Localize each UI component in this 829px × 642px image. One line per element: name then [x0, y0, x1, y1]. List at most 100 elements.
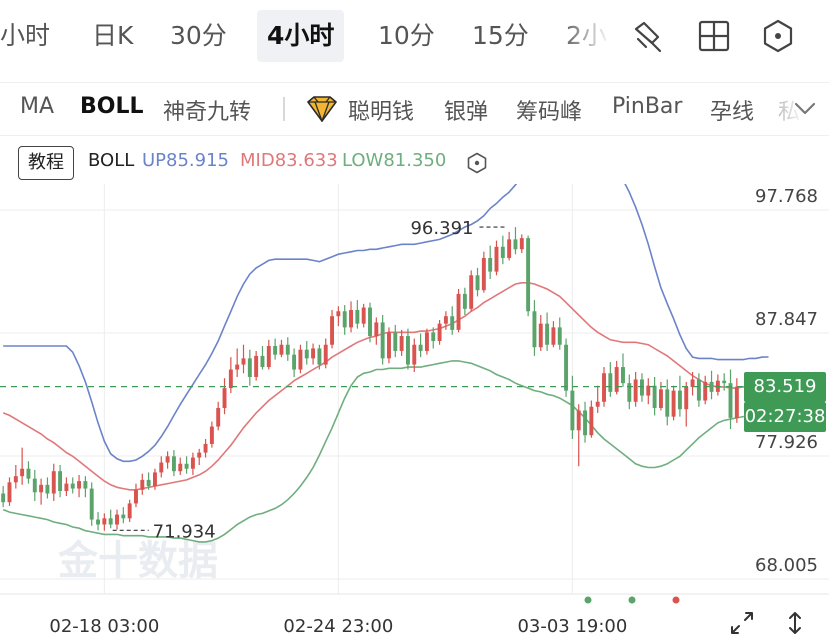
- candle-body: [640, 379, 644, 396]
- chevron-down-icon[interactable]: [792, 95, 818, 121]
- indicator-chip-peak[interactable]: 筹码峰: [516, 100, 583, 125]
- candle-body: [70, 483, 75, 489]
- candle-body: [658, 389, 663, 408]
- candle-body: [222, 388, 227, 408]
- legend-indicator-name: BOLL: [88, 150, 135, 171]
- candle-body: [734, 386, 739, 418]
- candle-body: [216, 407, 221, 427]
- indicator-ma[interactable]: MA: [20, 94, 55, 119]
- candle-body: [690, 379, 695, 387]
- timeframe-15m[interactable]: 15分: [472, 21, 529, 50]
- candle-body: [399, 336, 404, 351]
- candle-body: [32, 478, 37, 493]
- candle-body: [152, 472, 157, 487]
- low-annotation-label: 71.934: [153, 521, 216, 542]
- candle-body: [545, 323, 550, 345]
- candle-body: [481, 257, 486, 291]
- candle-body: [431, 332, 436, 342]
- candle-body: [260, 355, 265, 368]
- candle-body: [462, 293, 467, 309]
- indicator-smart-money[interactable]: 聪明钱: [348, 100, 415, 125]
- price-chart[interactable]: 97.768 87.847 77.926 68.005 02-18 03:00 02-24…: [0, 184, 829, 642]
- candle-body: [279, 344, 284, 355]
- candle-body: [652, 385, 657, 408]
- indicator-magic-nine[interactable]: 神奇九转: [163, 100, 252, 125]
- current-price-label: 83.519: [744, 371, 826, 402]
- candle-body: [500, 246, 505, 258]
- candle-body: [311, 348, 316, 359]
- candle-body: [475, 275, 480, 291]
- candle-body: [96, 519, 100, 525]
- candle-body: [551, 327, 556, 345]
- candle-body: [247, 358, 252, 377]
- event-dot: [584, 596, 592, 604]
- candle-body: [589, 406, 594, 436]
- candle-body: [665, 389, 670, 417]
- candle-body: [418, 344, 423, 351]
- indicator-settings-icon[interactable]: [466, 152, 488, 174]
- timeframe-30m[interactable]: 30分: [170, 21, 227, 50]
- candle-body: [437, 323, 442, 342]
- candle-body: [13, 476, 18, 483]
- timeframe-1h[interactable]: 小时: [0, 21, 51, 50]
- indicator-inside-bar[interactable]: 孕线: [710, 100, 755, 125]
- candle-body: [39, 484, 44, 493]
- candle-body: [171, 456, 176, 472]
- candle-body: [677, 390, 682, 410]
- candle-body: [633, 379, 638, 402]
- candle-body: [197, 452, 202, 458]
- candle-body: [355, 310, 360, 324]
- candle-body: [456, 293, 461, 330]
- candle-body: [374, 322, 379, 337]
- candle-body: [178, 463, 183, 472]
- candle-body: [209, 426, 214, 444]
- expand-arrows-icon[interactable]: [729, 610, 755, 636]
- candle-body: [266, 345, 271, 368]
- indicator-silver-bullet[interactable]: 银弹: [444, 100, 489, 125]
- candle-body: [709, 381, 714, 392]
- candle-body: [1, 493, 6, 503]
- candle-body: [58, 471, 63, 492]
- candle-body: [254, 355, 259, 377]
- candle-body: [646, 385, 651, 396]
- candle-body: [614, 367, 619, 392]
- y-tick-label: 68.005: [755, 555, 818, 576]
- vertical-expand-icon[interactable]: [782, 610, 808, 636]
- candle-body: [108, 518, 113, 525]
- legend-low-value: LOW81.350: [342, 150, 447, 171]
- candle-body: [576, 410, 581, 431]
- candle-body: [228, 369, 233, 389]
- candle-body: [583, 410, 588, 436]
- candle-body: [330, 316, 335, 345]
- candle-body: [696, 379, 701, 401]
- smart-money-gem-icon: [307, 96, 337, 122]
- indicator-boll[interactable]: BOLL: [80, 94, 144, 119]
- candle-body: [424, 332, 429, 351]
- candle-body: [412, 344, 417, 365]
- x-tick-label: 03-03 19:00: [517, 616, 627, 637]
- candle-body: [513, 239, 518, 250]
- drawing-tool-icon[interactable]: [630, 19, 664, 53]
- legend-up-value: UP85.915: [142, 150, 230, 171]
- tutorial-button[interactable]: 教程: [18, 146, 74, 180]
- candle-body: [285, 344, 290, 355]
- candle-body: [728, 383, 733, 418]
- settings-hexagon-icon[interactable]: [761, 19, 795, 53]
- candle-body: [405, 336, 410, 365]
- event-dot: [628, 596, 636, 604]
- candle-body: [89, 488, 94, 520]
- timeframe-10m[interactable]: 10分: [378, 21, 435, 50]
- candle-body: [368, 307, 372, 337]
- indicator-pinbar[interactable]: PinBar: [612, 94, 683, 119]
- candle-body: [159, 462, 164, 473]
- layout-grid-icon[interactable]: [697, 19, 731, 53]
- candle-body: [627, 383, 632, 402]
- candle-body: [77, 481, 82, 489]
- candle-body: [538, 323, 543, 348]
- candle-body: [450, 316, 455, 330]
- candle-body: [532, 311, 537, 348]
- candle-body: [140, 479, 145, 490]
- candle-body: [190, 457, 195, 469]
- timeframe-4h[interactable]: 4小时: [257, 10, 345, 62]
- timeframe-day[interactable]: 日K: [92, 21, 134, 50]
